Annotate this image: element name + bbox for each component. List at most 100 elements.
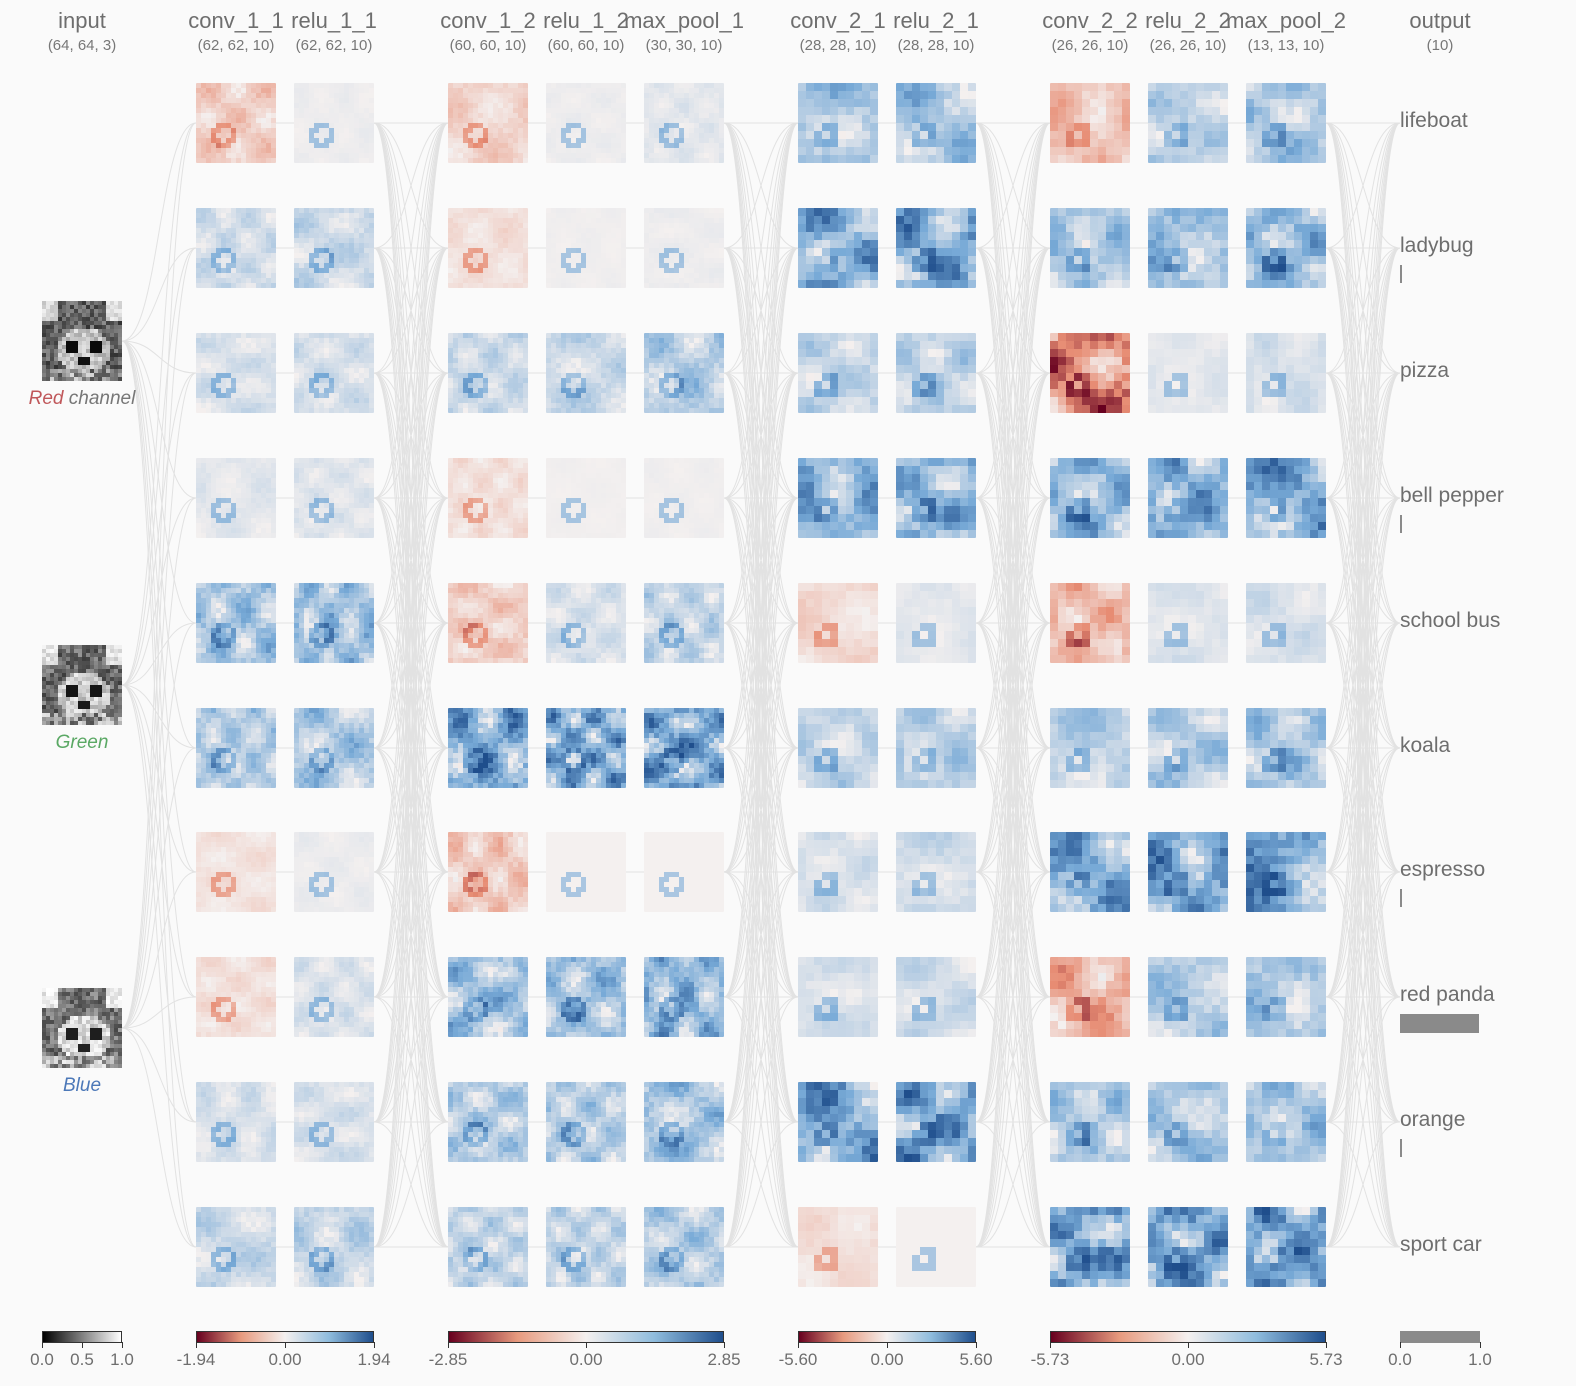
layer-name-input[interactable]: input (58, 8, 106, 33)
activation-pixel (206, 728, 212, 734)
activation-pixel (256, 228, 262, 234)
activation-pixel (266, 847, 272, 853)
activation-map-conv-1-1-10[interactable] (196, 1207, 276, 1287)
activation-pixel (206, 1022, 212, 1028)
activation-pixel (261, 273, 267, 279)
activation-pixel (206, 733, 212, 739)
activation-pixel (314, 613, 320, 619)
activation-pixel (211, 773, 217, 779)
activation-pixel (359, 513, 365, 519)
activation-pixel (354, 957, 360, 963)
activation-pixel (196, 493, 202, 499)
activation-pixel (304, 723, 310, 729)
layer-name-conv-1-2[interactable]: conv_1_2 (440, 8, 536, 33)
activation-pixel (196, 1107, 202, 1113)
layer-name-conv-1-1[interactable]: conv_1_1 (188, 8, 284, 33)
activation-pixel (369, 393, 374, 399)
activation-pixel (314, 972, 320, 978)
activation-pixel (206, 408, 212, 413)
activation-pixel (246, 832, 252, 838)
activation-pixel (216, 1277, 222, 1283)
activation-pixel (339, 268, 345, 274)
activation-pixel (201, 228, 207, 234)
activation-pixel (221, 268, 227, 274)
activation-pixel (221, 987, 227, 993)
activation-pixel (216, 1147, 222, 1153)
activation-pixel (201, 743, 207, 749)
activation-pixel (211, 1122, 217, 1128)
activation-pixel (271, 1107, 276, 1113)
activation-map-conv-1-1-1[interactable] (196, 83, 276, 163)
activation-pixel (339, 982, 345, 988)
activation-map-relu-1-1-2[interactable] (294, 208, 374, 288)
activation-pixel (359, 388, 365, 394)
activation-map-conv-1-1-7[interactable] (196, 832, 276, 912)
activation-pixel (246, 233, 252, 239)
activation-pixel (359, 862, 365, 868)
activation-map-conv-1-1-2[interactable] (196, 208, 276, 288)
activation-pixel (359, 648, 365, 654)
connection-edge (723, 122, 799, 249)
activation-map-conv-1-1-8[interactable] (196, 957, 276, 1037)
activation-pixel (251, 368, 257, 374)
activation-pixel (201, 353, 207, 359)
activation-pixel (294, 458, 300, 464)
activation-map-conv-1-1-9[interactable] (196, 1082, 276, 1162)
activation-pixel (271, 403, 276, 409)
activation-pixel (344, 358, 350, 364)
activation-map-relu-1-1-1[interactable] (294, 83, 374, 163)
activation-pixel (339, 408, 345, 413)
activation-pixel (261, 987, 267, 993)
activation-pixel (339, 962, 345, 968)
activation-map-relu-1-1-7[interactable] (294, 832, 374, 912)
layer-name-relu-2-1[interactable]: relu_2_1 (893, 8, 979, 33)
activation-pixel (231, 353, 237, 359)
activation-pixel (251, 403, 257, 409)
activation-pixel (241, 643, 247, 649)
activation-map-relu-1-1-6[interactable] (294, 708, 374, 788)
layer-name-conv-2-1[interactable]: conv_2_1 (790, 8, 886, 33)
layer-name-output[interactable]: output (1409, 8, 1471, 33)
layer-name-relu-1-1[interactable]: relu_1_1 (291, 8, 377, 33)
activation-pixel (369, 118, 374, 124)
activation-pixel (196, 982, 202, 988)
activation-pixel (364, 907, 370, 912)
activation-pixel (271, 133, 276, 139)
activation-pixel (294, 768, 300, 774)
activation-pixel (221, 1277, 227, 1283)
activation-map-conv-1-1-6[interactable] (196, 708, 276, 788)
activation-pixel (201, 113, 207, 119)
activation-map-relu-1-1-4[interactable] (294, 458, 374, 538)
layer-name-conv-2-2[interactable]: conv_2_2 (1042, 8, 1138, 33)
activation-map-relu-1-1-3[interactable] (294, 333, 374, 413)
activation-pixel (216, 1092, 222, 1098)
activation-pixel (261, 533, 267, 538)
activation-pixel (221, 718, 227, 724)
activation-pixel (236, 598, 242, 604)
activation-pixel (231, 118, 237, 124)
activation-map-relu-1-1-5[interactable] (294, 583, 374, 663)
activation-pixel (221, 508, 227, 514)
activation-pixel (256, 138, 262, 144)
activation-pixel (349, 708, 355, 714)
activation-pixel (196, 208, 202, 214)
activation-map-conv-1-1-4[interactable] (196, 458, 276, 538)
layer-name-max-pool-2[interactable]: max_pool_2 (1226, 8, 1346, 33)
activation-pixel (216, 603, 222, 609)
activation-pixel (354, 238, 360, 244)
layer-name-relu-1-2[interactable]: relu_1_2 (543, 8, 629, 33)
activation-pixel (261, 1232, 267, 1238)
activation-map-conv-1-1-5[interactable] (196, 583, 276, 663)
activation-pixel (231, 283, 237, 288)
connection-edge (1325, 122, 1401, 249)
activation-pixel (299, 763, 305, 769)
activation-pixel (196, 723, 202, 729)
layer-name-relu-2-2[interactable]: relu_2_2 (1145, 8, 1231, 33)
activation-map-conv-1-1-3[interactable] (196, 333, 276, 413)
activation-pixel (314, 658, 320, 663)
activation-pixel (324, 842, 330, 848)
activation-pixel (271, 248, 276, 254)
activation-map-relu-1-1-8[interactable] (294, 957, 374, 1037)
layer-name-max-pool-1[interactable]: max_pool_1 (624, 8, 744, 33)
activation-pixel (201, 238, 207, 244)
